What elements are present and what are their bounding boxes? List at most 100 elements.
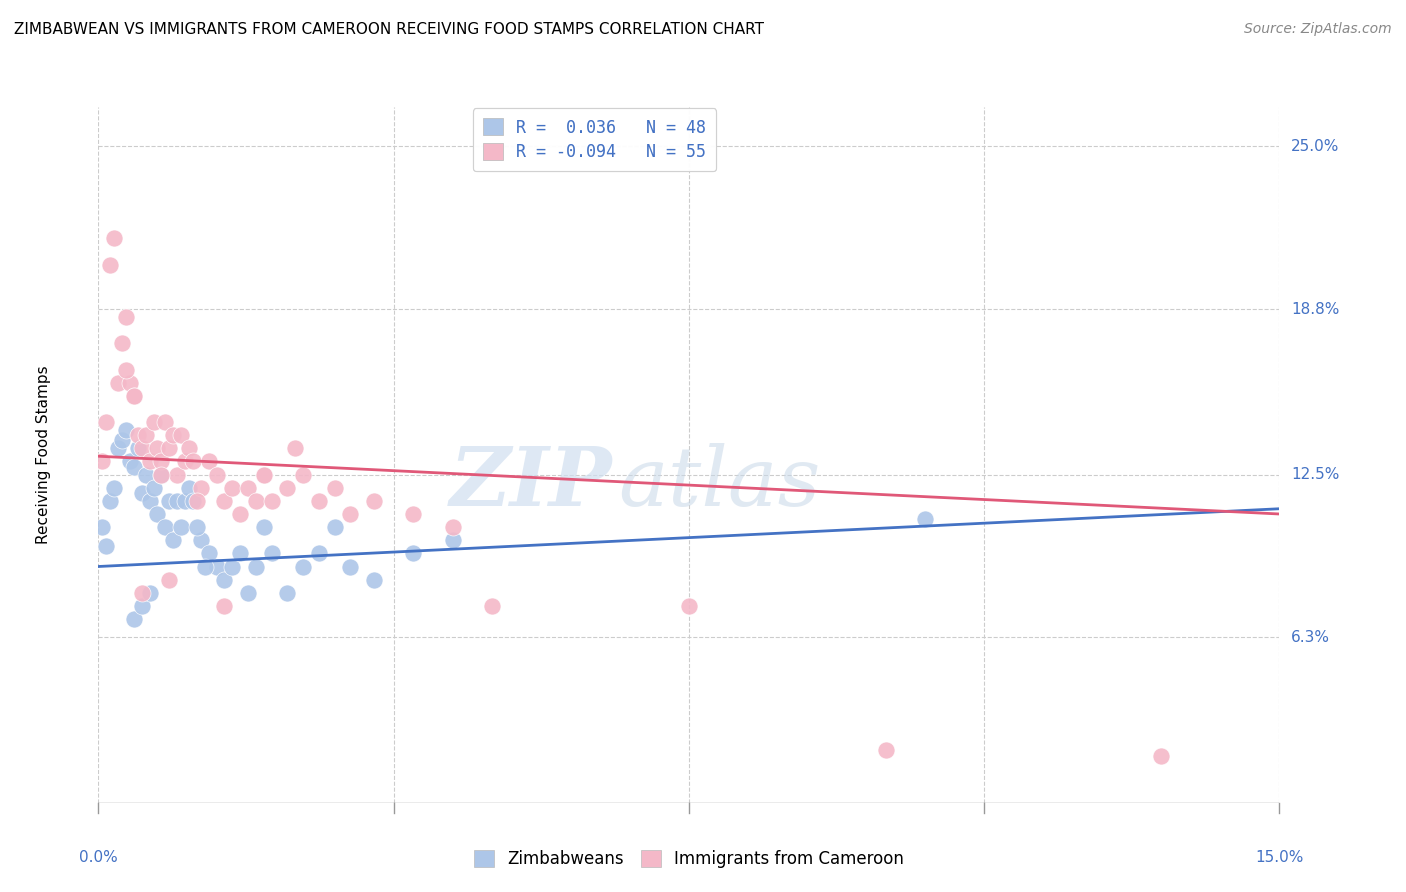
Point [441, 533, 464, 548]
Legend: Zimbabweans, Immigrants from Cameroon: Zimbabweans, Immigrants from Cameroon [467, 843, 911, 875]
Point [131, 442, 153, 456]
Point [162, 428, 184, 442]
Point [363, 573, 385, 587]
Point [150, 454, 173, 468]
Point [115, 423, 138, 437]
Point [127, 442, 149, 456]
Text: 25.0%: 25.0% [1291, 139, 1340, 154]
Point [229, 507, 252, 521]
Text: 6.3%: 6.3% [1291, 630, 1330, 645]
Point [339, 507, 361, 521]
Point [260, 494, 283, 508]
Point [122, 389, 145, 403]
Point [323, 481, 346, 495]
Point [292, 559, 315, 574]
Point [127, 428, 149, 442]
Text: 12.5%: 12.5% [1291, 467, 1340, 482]
Point [214, 573, 236, 587]
Point [174, 494, 197, 508]
Point [135, 467, 157, 482]
Point [245, 559, 267, 574]
Point [170, 520, 193, 534]
Point [245, 494, 267, 508]
Text: ZIMBABWEAN VS IMMIGRANTS FROM CAMEROON RECEIVING FOOD STAMPS CORRELATION CHART: ZIMBABWEAN VS IMMIGRANTS FROM CAMEROON R… [14, 22, 763, 37]
Point [138, 454, 160, 468]
Point [205, 559, 228, 574]
Point [166, 494, 188, 508]
Point [875, 743, 897, 757]
Point [214, 494, 236, 508]
Point [157, 442, 180, 456]
Point [155, 415, 177, 429]
Point [1150, 748, 1173, 763]
Point [98, 258, 121, 272]
Point [284, 442, 307, 456]
Text: 18.8%: 18.8% [1291, 301, 1340, 317]
Text: atlas: atlas [619, 442, 821, 523]
Point [131, 586, 153, 600]
Point [678, 599, 700, 613]
Point [402, 507, 425, 521]
Point [162, 533, 184, 548]
Point [150, 467, 173, 482]
Point [197, 454, 219, 468]
Point [402, 546, 425, 560]
Point [190, 533, 212, 548]
Point [174, 454, 197, 468]
Point [118, 376, 141, 390]
Point [323, 520, 346, 534]
Point [96, 415, 118, 429]
Text: Receiving Food Stamps: Receiving Food Stamps [37, 366, 51, 544]
Point [166, 467, 188, 482]
Point [236, 586, 259, 600]
Point [98, 494, 121, 508]
Point [107, 442, 129, 456]
Point [197, 546, 219, 560]
Legend: R =  0.036   N = 48, R = -0.094   N = 55: R = 0.036 N = 48, R = -0.094 N = 55 [472, 109, 716, 171]
Point [190, 481, 212, 495]
Point [131, 486, 153, 500]
Point [363, 494, 385, 508]
Point [131, 599, 153, 613]
Point [122, 612, 145, 626]
Point [157, 494, 180, 508]
Point [276, 586, 298, 600]
Point [157, 573, 180, 587]
Point [221, 559, 243, 574]
Point [253, 467, 276, 482]
Point [481, 599, 503, 613]
Point [236, 481, 259, 495]
Point [186, 494, 208, 508]
Point [146, 507, 169, 521]
Point [205, 467, 228, 482]
Point [103, 481, 125, 495]
Point [292, 467, 315, 482]
Point [138, 586, 160, 600]
Point [214, 599, 236, 613]
Point [155, 520, 177, 534]
Point [308, 494, 330, 508]
Text: ZIP: ZIP [450, 442, 612, 523]
Point [115, 310, 138, 324]
Point [177, 481, 200, 495]
Point [111, 434, 134, 448]
Point [122, 459, 145, 474]
Point [260, 546, 283, 560]
Point [253, 520, 276, 534]
Point [914, 512, 936, 526]
Point [118, 454, 141, 468]
Text: Source: ZipAtlas.com: Source: ZipAtlas.com [1244, 22, 1392, 37]
Point [146, 442, 169, 456]
Point [194, 559, 217, 574]
Point [91, 520, 114, 534]
Point [150, 467, 173, 482]
Point [170, 428, 193, 442]
Text: 0.0%: 0.0% [79, 850, 118, 865]
Point [142, 481, 165, 495]
Text: 15.0%: 15.0% [1256, 850, 1303, 865]
Point [138, 494, 160, 508]
Point [91, 454, 114, 468]
Point [308, 546, 330, 560]
Point [177, 442, 200, 456]
Point [339, 559, 361, 574]
